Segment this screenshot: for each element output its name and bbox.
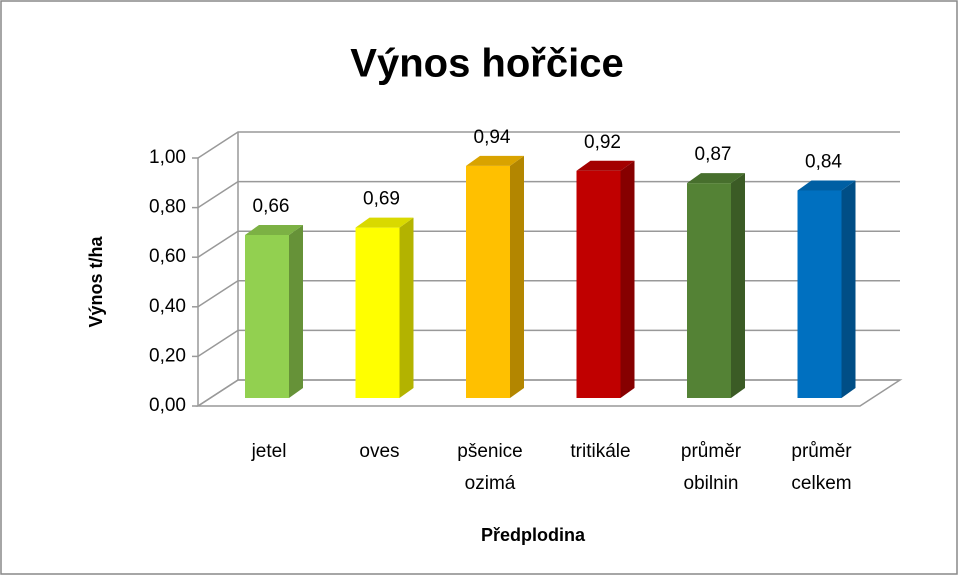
bar-top (576, 160, 635, 171)
y-tick-label: 0,40 (149, 296, 186, 317)
grid-line (197, 180, 900, 209)
bar-side (399, 217, 414, 398)
y-tick-label: 0,60 (149, 246, 186, 267)
y-tick-label: 1,00 (149, 147, 186, 168)
x-tick-label: oves (359, 441, 400, 462)
bar (576, 160, 635, 398)
y-tick-label: 0,20 (149, 345, 186, 366)
bar-side (841, 180, 856, 398)
grid-line (197, 230, 900, 258)
bar-side (289, 224, 303, 398)
x-tick-label: tritikále (570, 441, 631, 462)
bar-side (731, 173, 745, 398)
bar-front (245, 234, 289, 398)
x-axis-label: Předplodina (481, 525, 586, 545)
bar-front (466, 165, 510, 398)
bar-side (620, 160, 635, 398)
y-axis-label: Výnos t/ha (86, 236, 106, 328)
chart-title: Výnos hořčice (350, 42, 623, 86)
bar-top (355, 217, 414, 228)
x-tick-label: pšenice ozimá (457, 441, 523, 494)
grid-line (197, 280, 900, 308)
x-tick-label: jetel (251, 441, 287, 462)
bar-front (687, 183, 731, 398)
bar (687, 173, 745, 398)
y-tick-label: 0,80 (149, 197, 186, 218)
value-label: 0,94 (474, 127, 511, 148)
bar (797, 180, 856, 398)
value-label: 0,84 (805, 152, 842, 173)
bar-side (510, 155, 524, 398)
x-tick-label: průměr celkem (791, 441, 852, 494)
bar-front (576, 170, 621, 398)
bar-top (797, 180, 856, 191)
bar (245, 224, 303, 398)
value-label: 0,87 (695, 144, 732, 165)
bar-front (355, 227, 400, 398)
bar-top (687, 173, 745, 184)
bar-top (245, 224, 303, 235)
bar-front (797, 190, 842, 398)
grid-line (197, 379, 900, 407)
value-label: 0,66 (253, 196, 290, 217)
bar (466, 155, 524, 398)
bar (355, 217, 414, 398)
grid-line (197, 329, 900, 358)
value-label: 0,69 (363, 189, 400, 210)
grid-line (197, 131, 900, 159)
y-tick-label: 0,00 (149, 395, 186, 416)
value-label: 0,92 (584, 132, 621, 153)
x-tick-label: průměr obilnin (680, 441, 742, 494)
bar-top (466, 155, 524, 166)
